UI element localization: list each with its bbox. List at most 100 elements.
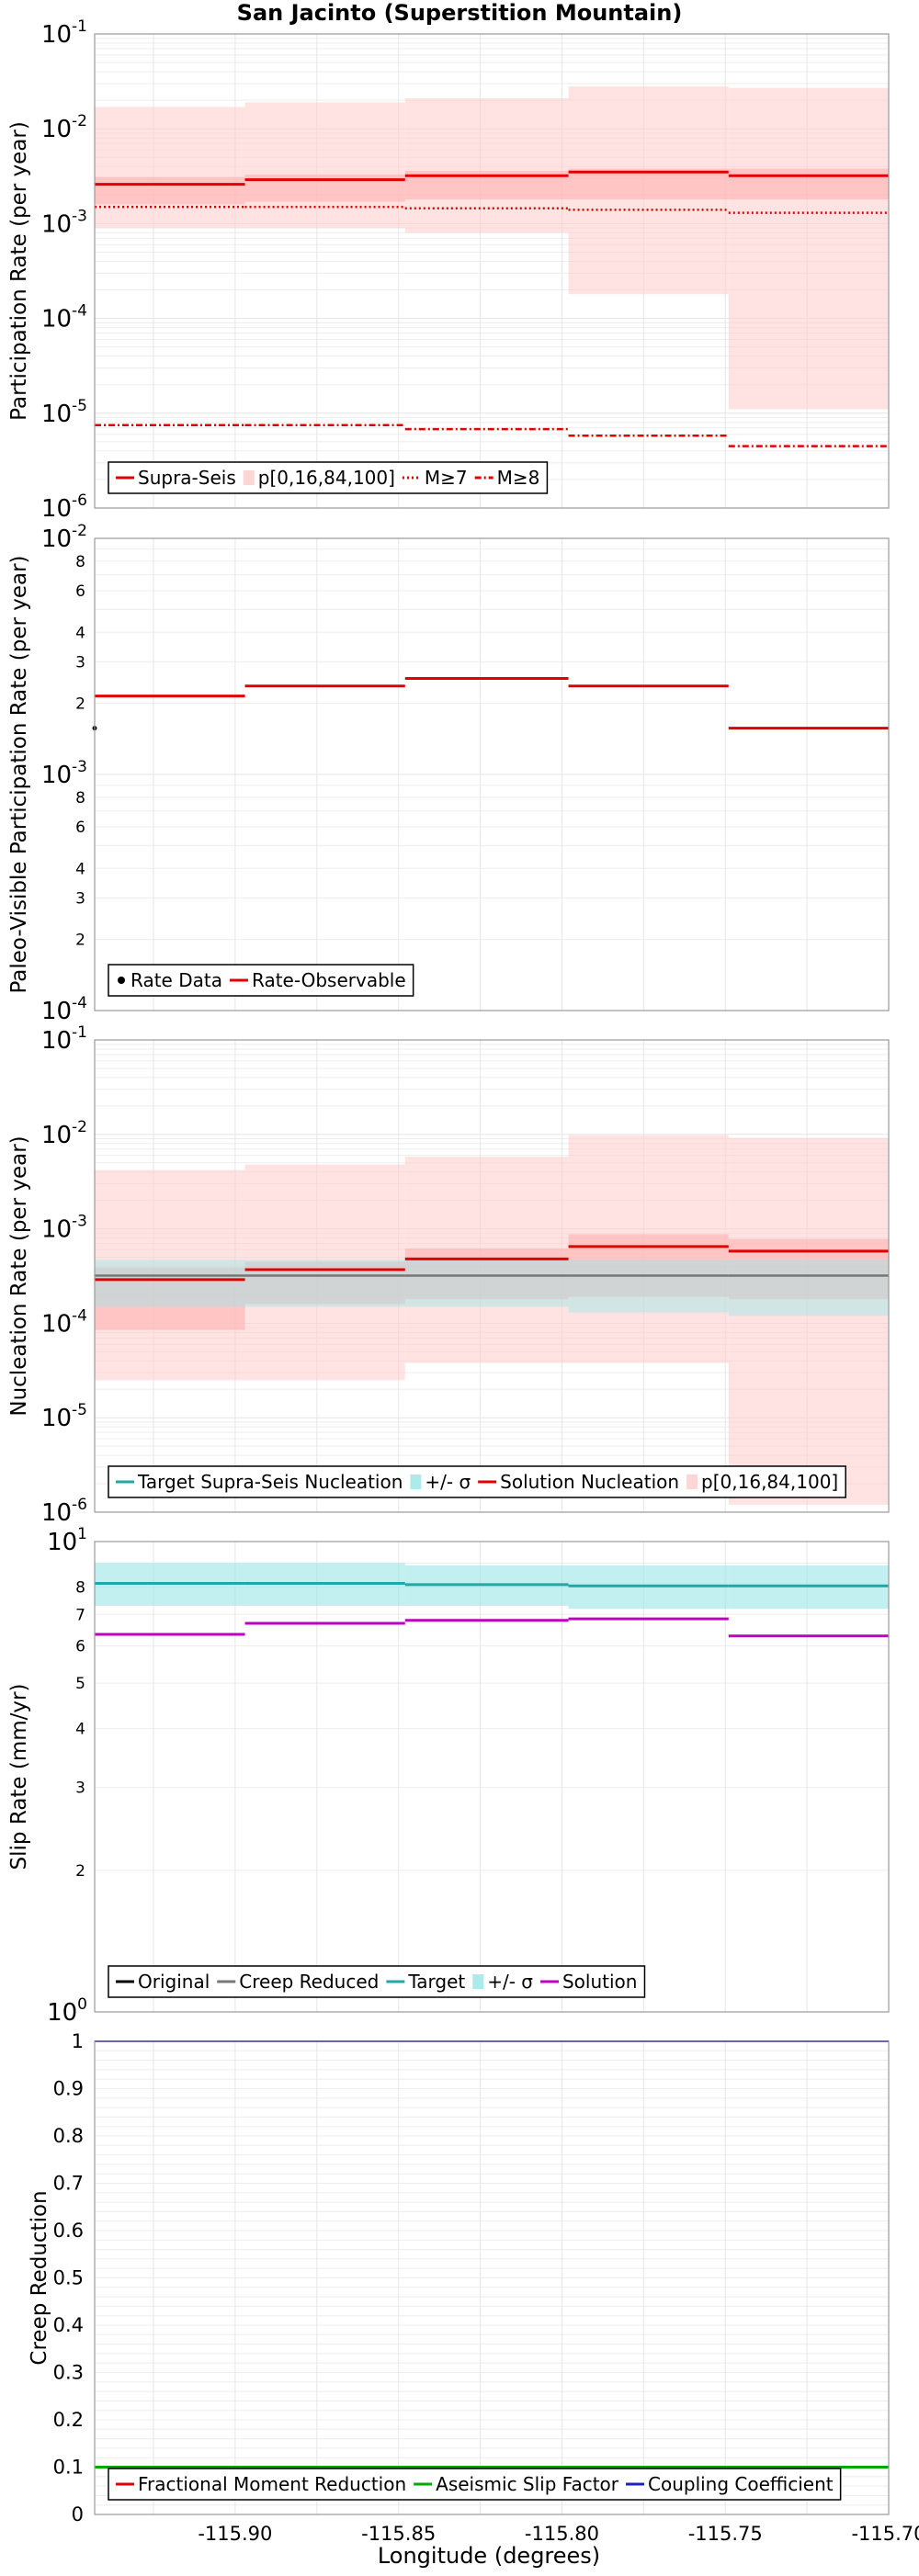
legend-label: Creep Reduced [239, 1971, 379, 1993]
y-tick-label: 10-1 [41, 1023, 87, 1055]
band-segment [244, 1260, 405, 1307]
y-axis-label: Creep Reduction [28, 2190, 51, 2365]
y-tick-label: 0.1 [53, 2457, 84, 2479]
y-tick-label: 10-2 [41, 1118, 87, 1149]
x-tick-label: -115.75 [688, 2523, 763, 2545]
plot-frame [94, 1541, 890, 2013]
y-tick-label: 0.3 [53, 2362, 84, 2384]
y-tick-label: 10-6 [41, 1496, 87, 1527]
legend-label: M≥8 [497, 467, 540, 489]
x-tick-label: -115.70 [851, 2523, 919, 2545]
legend-label: Aseismic Slip Factor [436, 2473, 619, 2495]
legend-label: M≥7 [425, 467, 468, 489]
y-minor-tick-label: 5 [75, 1675, 85, 1693]
y-tick-label: 10-4 [41, 302, 87, 333]
legend: Supra-Seis p[0,16,84,100] M≥7 M≥8 [108, 461, 549, 494]
legend: Rate Data Rate-Observable [108, 964, 414, 997]
legend-label: Solution Nucleation [500, 1471, 679, 1493]
legend-box [108, 461, 549, 494]
band-segment [404, 1260, 569, 1307]
y-axis-label: Paleo-Visible Participation Rate (per ye… [7, 555, 31, 993]
band-segment [244, 102, 405, 229]
legend-label: Fractional Moment Reduction [138, 2473, 406, 2495]
legend-swatch [243, 470, 255, 485]
band-segment [568, 1234, 729, 1297]
y-tick-label: 0.7 [53, 2173, 84, 2195]
panel-paleo: 10-4 10-3 10-2 2 3 4 6 8 2 3 4 6 8 Paleo-Visible Part… [7, 522, 890, 1025]
legend-label: Supra-Seis [138, 467, 236, 489]
x-tick-label: -115.80 [525, 2523, 599, 2545]
plot-frame [94, 33, 890, 509]
chart-title: San Jacinto (Superstition Mountain) [237, 0, 683, 26]
y-tick-label: 0.8 [53, 2125, 84, 2147]
y-tick-label: 10-5 [41, 397, 87, 428]
legend-label: Rate-Observable [252, 969, 406, 991]
y-minor-tick-label: 2 [75, 932, 85, 950]
y-minor-tick-label: 8 [75, 553, 85, 571]
x-tick-label: -115.85 [361, 2523, 436, 2545]
y-tick-label: 10-2 [41, 112, 87, 143]
band-segment [404, 1248, 569, 1300]
y-minor-tick-label: 2 [75, 1862, 85, 1881]
y-tick-label: 0.9 [53, 2078, 84, 2100]
y-tick-label: 10-2 [41, 522, 87, 553]
panel-participation: 10-6 10-5 10-4 10-3 10-2 10-1 Participation Ra… [7, 17, 890, 523]
y-minor-tick-label: 6 [75, 819, 85, 837]
y-tick-label: 101 [47, 1525, 87, 1556]
y-minor-tick-label: 8 [75, 789, 85, 808]
y-axis-label: Participation Rate (per year) [7, 121, 31, 421]
y-tick-label: 10-4 [41, 994, 87, 1025]
band-segment [95, 1267, 245, 1330]
y-axis-label: Nucleation Rate (per year) [7, 1135, 31, 1416]
legend-box [108, 2468, 842, 2501]
band-segment [728, 1238, 889, 1300]
y-tick-label: 100 [47, 1995, 87, 2027]
y-minor-tick-label: 4 [75, 624, 85, 642]
legend-swatch [410, 1474, 422, 1489]
band-segment [95, 1260, 245, 1307]
band-segment [95, 107, 245, 229]
band-segment [568, 1260, 729, 1313]
y-minor-tick-label: 3 [75, 653, 85, 672]
legend-swatch [686, 1474, 698, 1489]
y-tick-label: 10-1 [41, 17, 87, 49]
band-segment [568, 168, 729, 200]
legend-label: Original [138, 1971, 210, 1993]
band-segment [95, 176, 245, 205]
band-segment [728, 1260, 889, 1316]
y-minor-tick-label: 4 [75, 860, 85, 878]
y-minor-tick-label: 2 [75, 695, 85, 714]
y-tick-label: 10-3 [41, 207, 87, 238]
y-tick-label: 10-6 [41, 491, 87, 523]
y-minor-tick-label: 6 [75, 1638, 85, 1656]
y-axis-label: Slip Rate (mm/yr) [7, 1684, 31, 1870]
legend-label: Coupling Coefficient [648, 2473, 834, 2495]
y-tick-label: 10-3 [41, 1213, 87, 1244]
y-minor-tick-label: 3 [75, 1779, 85, 1798]
x-axis-label: Longitude (degrees) [378, 2543, 600, 2569]
y-tick-label: 0 [72, 2503, 84, 2525]
band-segment [728, 168, 889, 200]
legend-swatch [472, 1974, 484, 1989]
legend-box [108, 964, 414, 997]
legend-box [108, 1465, 846, 1498]
panel-sliprate: 100 101 2 3 4 5 6 7 8 Slip Rate (mm/yr) Original Cr… [7, 1525, 890, 2027]
plot-frame [94, 2040, 890, 2515]
y-tick-label: 10-4 [41, 1306, 87, 1338]
legend: Target Supra-Seis Nucleation +/- σ Solutio… [108, 1465, 846, 1498]
panel-creep: 0 0.1 0.2 0.3 0.4 0.5 0.6 0.7 0.8 0.9 1 Creep Reduc… [28, 2030, 890, 2525]
y-minor-tick-label: 7 [75, 1606, 85, 1624]
y-tick-label: 0.2 [53, 2409, 84, 2431]
y-minor-tick-label: 3 [75, 889, 85, 908]
y-tick-label: 0.6 [53, 2220, 84, 2242]
legend-label: Rate Data [130, 969, 222, 991]
legend-label: p[0,16,84,100] [258, 467, 395, 489]
plot-frame [94, 537, 890, 1011]
legend: Fractional Moment Reduction Aseismic Slip… [108, 2468, 842, 2501]
y-minor-tick-label: 8 [75, 1579, 85, 1598]
y-minor-tick-label: 6 [75, 582, 85, 601]
y-tick-label: 0.4 [53, 2314, 84, 2336]
legend-swatch [118, 977, 125, 984]
